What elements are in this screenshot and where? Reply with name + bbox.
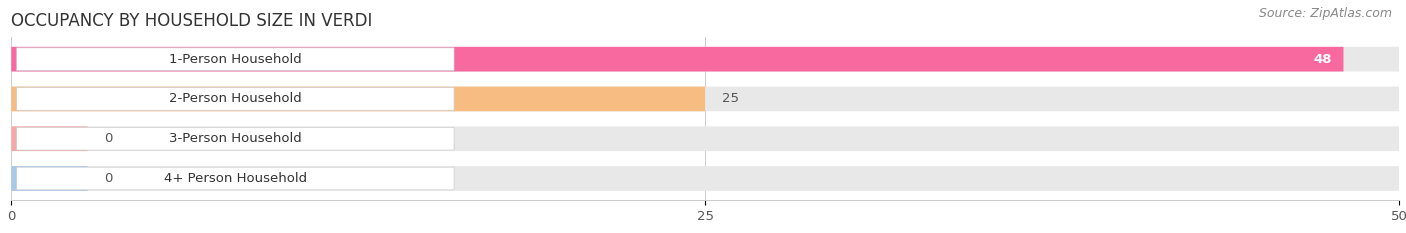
- Text: 3-Person Household: 3-Person Household: [169, 132, 302, 145]
- FancyBboxPatch shape: [11, 126, 1399, 151]
- FancyBboxPatch shape: [17, 88, 454, 110]
- Text: 25: 25: [721, 93, 738, 106]
- FancyBboxPatch shape: [11, 166, 87, 191]
- FancyBboxPatch shape: [11, 87, 706, 111]
- FancyBboxPatch shape: [17, 127, 454, 150]
- Text: OCCUPANCY BY HOUSEHOLD SIZE IN VERDI: OCCUPANCY BY HOUSEHOLD SIZE IN VERDI: [11, 12, 373, 30]
- Text: 0: 0: [104, 132, 112, 145]
- FancyBboxPatch shape: [11, 87, 1399, 111]
- Text: 2-Person Household: 2-Person Household: [169, 93, 302, 106]
- FancyBboxPatch shape: [11, 166, 1399, 191]
- Text: Source: ZipAtlas.com: Source: ZipAtlas.com: [1258, 7, 1392, 20]
- FancyBboxPatch shape: [11, 126, 87, 151]
- FancyBboxPatch shape: [17, 167, 454, 190]
- Text: 0: 0: [104, 172, 112, 185]
- FancyBboxPatch shape: [17, 48, 454, 71]
- Text: 4+ Person Household: 4+ Person Household: [165, 172, 307, 185]
- FancyBboxPatch shape: [11, 47, 1399, 72]
- Text: 1-Person Household: 1-Person Household: [169, 53, 302, 66]
- FancyBboxPatch shape: [11, 47, 1344, 72]
- Text: 48: 48: [1313, 53, 1333, 66]
